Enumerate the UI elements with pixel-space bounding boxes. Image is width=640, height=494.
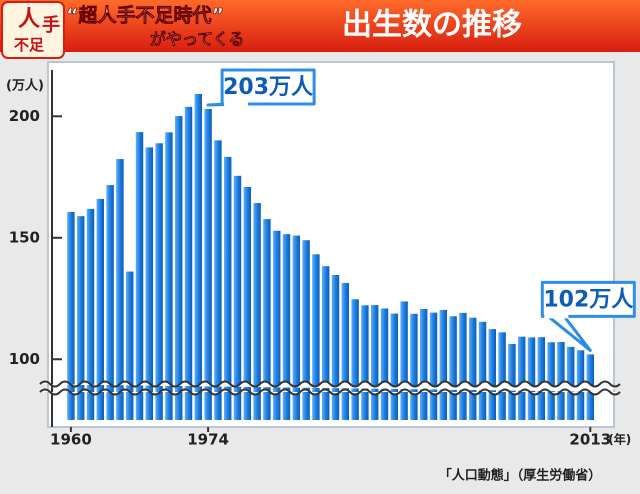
bar (223, 156, 232, 420)
chart-title: 出生数の推移 (342, 8, 522, 43)
annotation: 203万人 (223, 75, 313, 100)
axis-break (40, 381, 620, 395)
bar (390, 313, 399, 420)
logo-text: 不足 (14, 36, 45, 54)
bar (380, 308, 389, 420)
bar (96, 198, 105, 420)
bar (341, 282, 350, 420)
bar (517, 336, 526, 420)
bar (449, 316, 457, 420)
bar (233, 175, 242, 420)
logo-box (1, 1, 65, 59)
bar (263, 219, 271, 420)
bar (174, 116, 183, 420)
bar (527, 337, 536, 420)
logo-text: 手 (42, 14, 60, 36)
bar (361, 305, 369, 420)
bar (86, 208, 95, 420)
bar (272, 230, 281, 420)
source: 「人口動態」（厚生労働省） (439, 468, 602, 484)
bar (321, 266, 330, 420)
show-subtitle: がやってくる (150, 30, 244, 49)
bar (419, 308, 428, 420)
y-tick-label: 100 (9, 350, 40, 368)
x-tick-label: 1960 (50, 431, 92, 449)
header-band (0, 0, 640, 52)
bar (439, 309, 448, 420)
y-axis-label: (万人) (6, 78, 44, 94)
y-tick-label: 200 (9, 107, 40, 125)
callout-box (540, 280, 636, 352)
bar (478, 321, 487, 420)
bar (459, 312, 467, 420)
bar (214, 140, 222, 420)
axis-break-line (39, 388, 621, 396)
bar (488, 329, 497, 420)
bar (557, 342, 565, 420)
bar (537, 337, 546, 420)
bar (194, 93, 203, 420)
axis-break-line (39, 380, 621, 388)
bar (243, 187, 252, 420)
callout-fill (224, 101, 249, 106)
bar (292, 235, 301, 420)
logo-text: 人 (18, 6, 40, 32)
callout-fill (544, 313, 569, 319)
bar (204, 109, 212, 420)
bar (282, 234, 291, 420)
bar (312, 254, 320, 420)
callout-box (206, 68, 316, 107)
x-tick-label: 1974 (187, 431, 229, 449)
bar (429, 312, 438, 420)
bar (410, 313, 418, 420)
bar (351, 299, 359, 420)
bar (155, 143, 163, 421)
bar (76, 216, 85, 420)
bar (302, 240, 310, 420)
bar (106, 185, 114, 420)
bar (331, 274, 340, 420)
y-tick-label: 150 (9, 228, 40, 246)
bar (116, 159, 124, 420)
x-tick-label: 2013 (569, 431, 611, 449)
bar (184, 106, 193, 421)
bar (370, 305, 379, 420)
bar (468, 317, 477, 420)
show-title: “超人手不足時代” (66, 4, 224, 27)
bar (135, 132, 144, 420)
x-unit: (年) (608, 432, 631, 447)
bar (547, 342, 555, 420)
bar (400, 301, 408, 420)
annotation: 102万人 (543, 287, 633, 312)
bar (508, 343, 516, 420)
bar (67, 212, 75, 420)
bar (145, 147, 154, 420)
bar (498, 332, 506, 420)
bar (125, 271, 134, 420)
bar (253, 203, 261, 420)
bar (165, 132, 173, 421)
